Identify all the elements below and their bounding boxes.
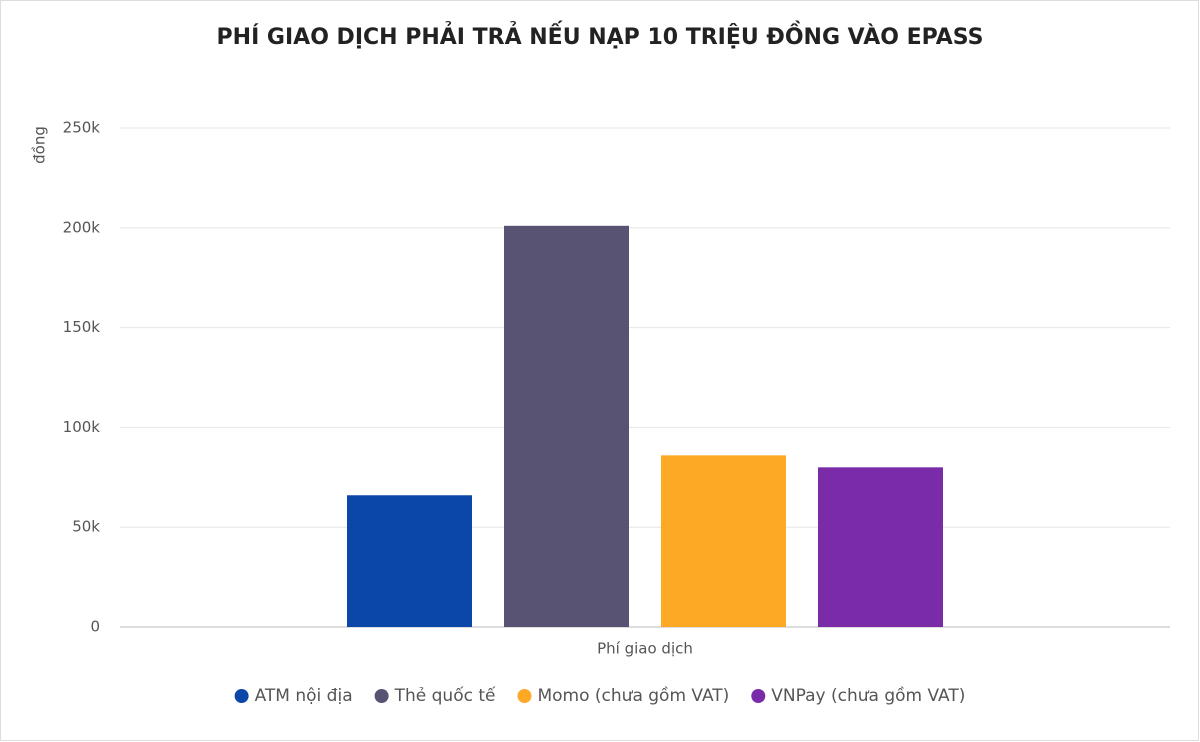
bar xyxy=(504,225,629,627)
bar xyxy=(661,455,786,627)
bar xyxy=(347,495,472,627)
legend-marker xyxy=(374,689,389,703)
y-tick-label: 150k xyxy=(63,318,101,336)
bar xyxy=(818,467,943,627)
legend-label: ATM nội địa xyxy=(255,686,353,706)
y-tick-label: 50k xyxy=(72,518,100,536)
legend-marker xyxy=(751,689,766,703)
y-tick-label: 250k xyxy=(63,119,101,137)
y-tick-label: 0 xyxy=(90,618,100,636)
legend-label: Momo (chưa gồm VAT) xyxy=(537,685,729,706)
y-tick-label: 100k xyxy=(63,418,101,436)
legend-marker xyxy=(517,689,532,703)
legend-label: Thẻ quốc tế xyxy=(394,685,496,706)
legend-label: VNPay (chưa gồm VAT) xyxy=(771,685,965,706)
legend: ATM nội địa Thẻ quốc tế Momo (chưa gồm VAT… xyxy=(234,685,965,706)
legend-marker xyxy=(234,689,249,703)
y-axis-label: đồng xyxy=(31,126,49,164)
x-tick-label: Phí giao dịch xyxy=(597,640,693,658)
y-tick-label: 200k xyxy=(63,218,101,236)
chart-title: PHÍ GIAO DỊCH PHẢI TRẢ NẾU NẠP 10 TRIỆU … xyxy=(217,21,984,50)
